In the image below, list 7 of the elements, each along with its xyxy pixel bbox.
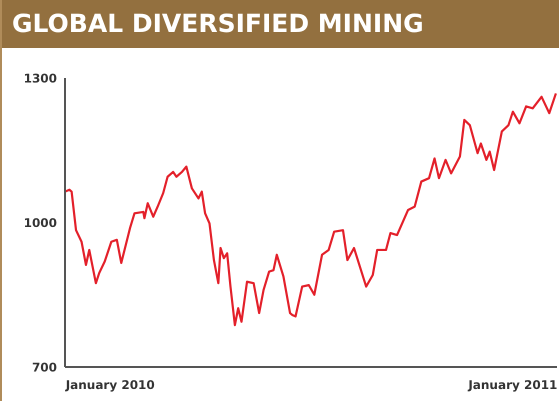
x-tick-label: January 2010: [64, 378, 155, 392]
y-tick-label: 1300: [24, 71, 57, 86]
x-tick-label: January 2011: [467, 378, 558, 392]
chart-title: GLOBAL DIVERSIFIED MINING: [2, 0, 559, 48]
y-tick-label: 700: [32, 360, 57, 374]
line-series: [65, 92, 557, 326]
y-tick-label: 1000: [24, 216, 57, 230]
